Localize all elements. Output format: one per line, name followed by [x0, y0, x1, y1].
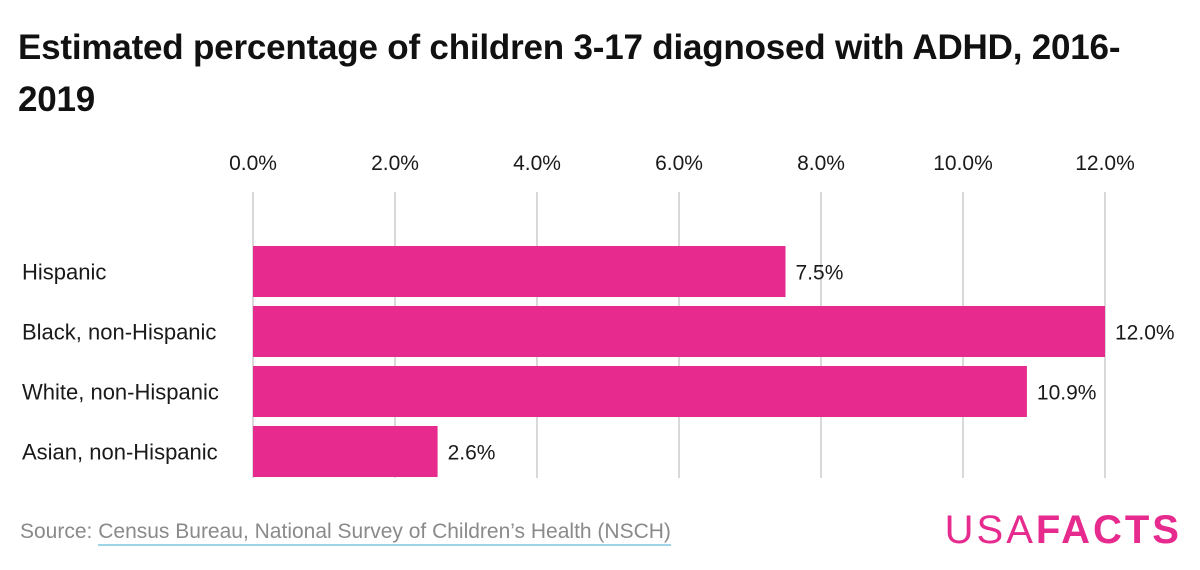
- x-tick-label: 2.0%: [371, 152, 419, 175]
- x-tick-label: 4.0%: [513, 152, 561, 175]
- bar: [253, 366, 1027, 417]
- bar-chart: 0.0% 2.0% 4.0% 6.0% 8.0% 10.0% 12.0% Hispanic B…: [22, 152, 1175, 478]
- x-tick-label: 8.0%: [797, 152, 845, 175]
- source-prefix: Source:: [20, 520, 99, 543]
- logo-facts: FACTS: [1035, 508, 1182, 552]
- chart-title: Estimated percentage of children 3-17 di…: [18, 28, 1121, 119]
- value-label: 7.5%: [796, 262, 844, 285]
- value-label: 12.0%: [1115, 322, 1175, 345]
- x-axis-ticks: 0.0% 2.0% 4.0% 6.0% 8.0% 10.0% 12.0%: [229, 152, 1135, 175]
- x-tick-label: 12.0%: [1075, 152, 1135, 175]
- x-tick-label: 10.0%: [933, 152, 993, 175]
- logo-usa: USA: [944, 508, 1036, 552]
- value-label: 2.6%: [448, 442, 496, 465]
- category-label: Asian, non-Hispanic: [22, 440, 218, 465]
- usafacts-logo: USAFACTS: [945, 506, 1182, 554]
- x-tick-label: 0.0%: [229, 152, 277, 175]
- bar: [253, 426, 438, 477]
- bar: [253, 246, 786, 297]
- bars: [253, 246, 1105, 477]
- category-labels: Hispanic Black, non-Hispanic White, non-Hi…: [22, 260, 219, 465]
- value-label: 10.9%: [1037, 382, 1097, 405]
- source-footer: Source: Census Bureau, National Survey o…: [20, 520, 671, 546]
- x-tick-label: 6.0%: [655, 152, 703, 175]
- category-label: White, non-Hispanic: [22, 380, 219, 405]
- category-label: Black, non-Hispanic: [22, 320, 216, 345]
- category-label: Hispanic: [22, 260, 106, 285]
- bar: [253, 306, 1105, 357]
- source-link[interactable]: Census Bureau, National Survey of Childr…: [98, 520, 671, 546]
- value-labels: 7.5% 12.0% 10.9% 2.6%: [448, 262, 1175, 465]
